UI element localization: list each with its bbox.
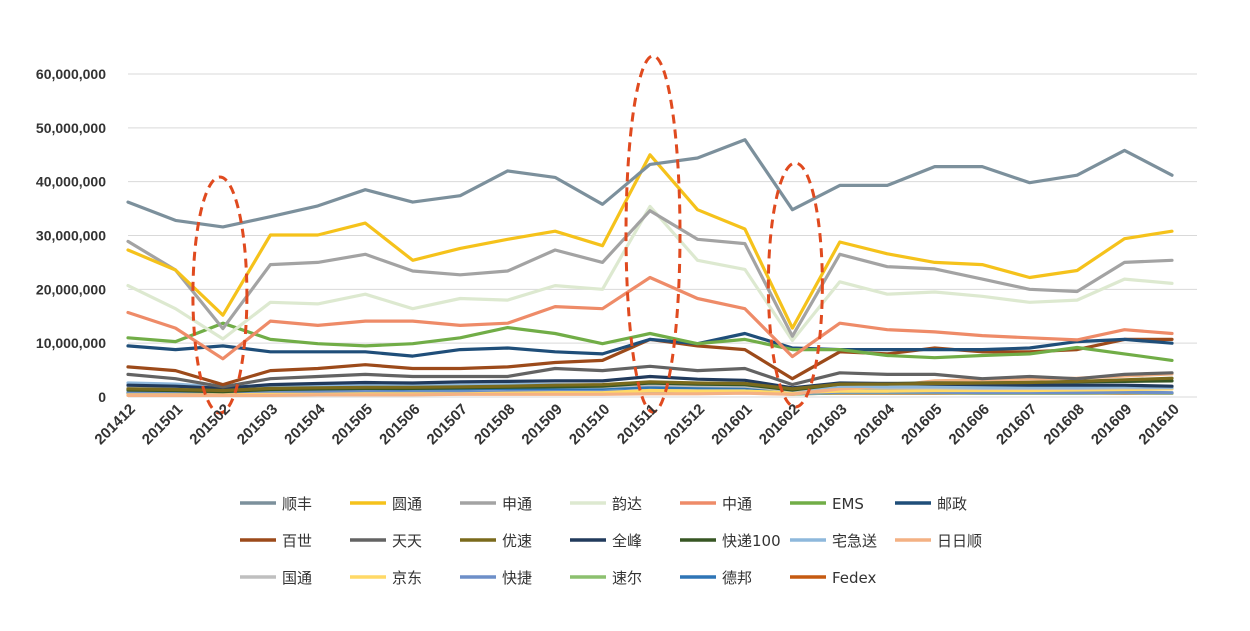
y-tick-label: 50,000,000 [36,120,106,136]
x-tick-label: 201412 [91,401,138,448]
legend-label: 韵达 [612,495,642,513]
series-line [126,376,1174,393]
x-tick-label: 201512 [661,401,708,448]
x-tick-label: 201502 [186,401,233,448]
x-tick-label: 201501 [139,401,186,448]
series-line [126,331,1174,358]
legend-label: Fedex [832,569,877,587]
legend-label: 德邦 [722,569,752,587]
series-line [126,138,1174,229]
series-line [126,364,1174,389]
x-tick-label: 201609 [1088,401,1135,448]
x-tick-label: 201505 [329,401,376,448]
y-tick-label: 10,000,000 [36,335,106,351]
x-tick-label: 201602 [756,401,803,448]
series-line [126,204,1174,343]
legend-label: 天天 [392,532,422,550]
highlight-ellipse [624,54,682,414]
y-tick-label: 20,000,000 [36,281,106,297]
x-tick-label: 201601 [708,401,755,448]
x-tick-label: 201604 [851,400,899,448]
legend-label: 宅急送 [832,532,877,550]
legend-label: 中通 [722,495,752,513]
highlight-ellipse [766,161,824,409]
y-axis: 0 10,000,000 20,000,000 30,000,000 40,000,00… [36,66,106,405]
y-tick-label: 60,000,000 [36,66,106,82]
series-line [126,275,1174,361]
legend-label: 国通 [282,569,312,587]
legend-label: 百世 [282,532,312,550]
x-tick-label: 201610 [1135,401,1182,448]
series-line [126,372,1174,397]
x-tick-label: 201606 [946,401,993,448]
x-tick-label: 201508 [471,401,518,448]
legend-label: 速尔 [612,569,642,587]
x-tick-label: 201506 [376,401,423,448]
y-tick-label: 40,000,000 [36,174,106,190]
x-tick-label: 201509 [518,401,565,448]
legend-label: 邮政 [937,495,967,513]
x-tick-label: 201608 [1040,401,1087,448]
series-line [126,209,1174,338]
legend-label: 全峰 [612,532,642,550]
highlight-ellipses [191,54,824,415]
x-tick-label: 201511 [614,401,661,448]
legend-label: 圆通 [392,495,422,513]
legend-label: EMS [832,495,864,513]
legend-label: 快捷 [502,569,532,587]
x-tick-label: 201603 [803,401,850,448]
x-tick-label: 201503 [234,401,281,448]
x-tick-label: 201510 [566,401,613,448]
legend-label: 顺丰 [282,495,312,513]
series-line [126,374,1174,390]
x-tick-label: 201507 [424,401,471,448]
legend-label: 优速 [502,532,532,550]
series-line [126,153,1174,330]
y-tick-label: 30,000,000 [36,228,106,244]
highlight-ellipse [191,175,249,415]
x-tick-label: 201504 [281,400,329,448]
series-lines [126,138,1174,397]
legend-label: 快递100 [722,532,781,550]
legend-label: 京东 [392,569,422,587]
legend-label: 日日顺 [937,532,982,550]
y-tick-label: 0 [98,389,106,405]
legend-label: 申通 [502,495,532,513]
x-axis: 201412 201501 201502 201503 201504 201505 2015… [91,400,1182,448]
x-tick-label: 201607 [993,401,1040,448]
x-tick-label: 201605 [898,401,945,448]
series-line [126,321,1174,362]
